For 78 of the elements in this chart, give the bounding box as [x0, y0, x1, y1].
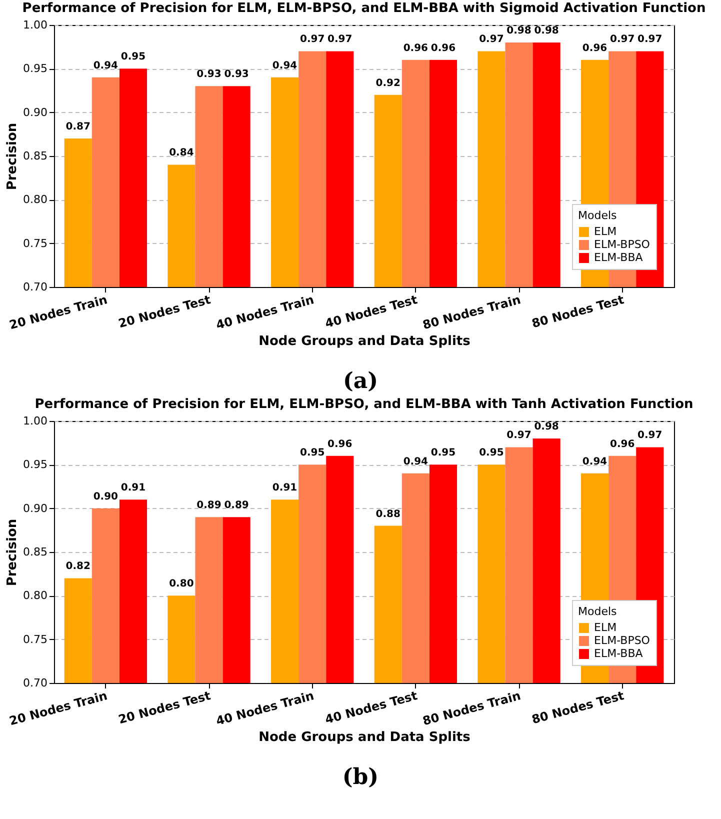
y-tick-label: 0.70 — [23, 280, 48, 294]
x-tick-label: 80 Nodes Train — [421, 292, 522, 332]
data-label: 0.97 — [506, 430, 532, 442]
data-label: 0.91 — [120, 482, 146, 494]
data-label: 0.96 — [610, 438, 635, 450]
data-label: 0.94 — [582, 456, 608, 468]
data-label: 0.97 — [610, 34, 635, 46]
chart-title: Performance of Precision for ELM, ELM-BPSO, and ELM-BBA with Sigmoid Activation Function — [22, 1, 706, 16]
y-axis-title: Precision — [5, 122, 20, 190]
data-label: 0.90 — [93, 491, 118, 502]
data-label: 0.92 — [376, 78, 400, 89]
legend-label: ELM — [594, 621, 617, 634]
legend-label: ELM-BPSO — [594, 634, 650, 647]
data-label: 0.95 — [479, 448, 504, 459]
y-tick-label: 1.00 — [23, 414, 48, 428]
x-tick-label: 40 Nodes Train — [214, 688, 316, 728]
x-axis-title: Node Groups and Data Splits — [258, 334, 471, 350]
x-tick-label: 20 Nodes Test — [116, 688, 212, 727]
y-tick-label: 0.80 — [23, 193, 48, 206]
y-tick-label: 0.85 — [23, 150, 48, 162]
chart-title: Performance of Precision for ELM, ELM-BPSO, and ELM-BBA with Tanh Activation Function — [34, 397, 694, 412]
data-label: 0.95 — [300, 448, 325, 459]
y-tick-label: 0.75 — [23, 236, 48, 250]
y-tick-label: 0.95 — [23, 62, 48, 76]
data-label: 0.94 — [272, 60, 298, 72]
data-label: 0.96 — [403, 42, 428, 54]
data-label: 0.87 — [66, 122, 90, 133]
data-label: 0.94 — [93, 60, 118, 72]
data-label: 0.97 — [328, 34, 352, 46]
data-label: 0.93 — [196, 69, 222, 80]
x-tick-label: 80 Nodes Test — [530, 292, 626, 331]
data-label: 0.91 — [272, 482, 298, 494]
data-label: 0.82 — [66, 561, 90, 572]
data-label: 0.98 — [534, 25, 559, 36]
data-label: 0.97 — [300, 34, 325, 46]
data-label: 0.96 — [328, 438, 352, 450]
data-label: 0.94 — [403, 456, 428, 468]
data-label: 0.96 — [582, 42, 608, 54]
x-axis-title: Node Groups and Data Splits — [258, 730, 471, 746]
y-tick-label: 0.85 — [23, 546, 48, 558]
data-label: 0.97 — [638, 34, 662, 46]
data-label: 0.80 — [169, 578, 194, 590]
legend-title: Models — [578, 209, 618, 222]
y-tick-label: 1.00 — [23, 18, 48, 32]
data-label: 0.93 — [224, 69, 249, 80]
x-tick-label: 80 Nodes Train — [421, 688, 522, 728]
x-tick-label: 40 Nodes Test — [324, 292, 420, 331]
legend-label: ELM-BBA — [594, 251, 644, 264]
y-tick-label: 0.75 — [23, 632, 48, 646]
x-tick-label: 40 Nodes Test — [324, 688, 420, 727]
data-label: 0.95 — [430, 448, 456, 459]
legend-label: ELM — [594, 225, 617, 238]
data-label: 0.96 — [430, 42, 456, 54]
data-label: 0.84 — [169, 148, 194, 159]
legend-label: ELM-BPSO — [594, 238, 650, 251]
data-label: 0.97 — [479, 34, 504, 46]
data-label: 0.95 — [120, 52, 146, 63]
y-tick-label: 0.70 — [23, 676, 48, 690]
data-label: 0.89 — [224, 500, 249, 512]
data-label: 0.97 — [638, 430, 662, 442]
y-tick-label: 0.80 — [23, 589, 48, 602]
y-tick-label: 0.95 — [23, 458, 48, 472]
text: (b) — [341, 763, 380, 792]
y-axis-title: Precision — [5, 518, 20, 586]
x-tick-label: 20 Nodes Train — [8, 292, 109, 332]
x-tick-label: 20 Nodes Train — [8, 688, 109, 728]
y-tick-label: 0.90 — [23, 502, 48, 515]
x-tick-label: 40 Nodes Train — [214, 292, 316, 332]
x-tick-label: 80 Nodes Test — [530, 688, 626, 727]
x-tick-label: 20 Nodes Test — [116, 292, 212, 331]
data-label: 0.98 — [534, 421, 559, 432]
legend-label: ELM-BBA — [594, 647, 644, 660]
data-label: 0.89 — [196, 500, 222, 512]
data-label: 0.98 — [506, 25, 532, 36]
text: (a) — [342, 367, 380, 396]
y-tick-label: 0.90 — [23, 106, 48, 119]
legend-title: Models — [578, 605, 618, 618]
data-label: 0.88 — [376, 508, 400, 520]
